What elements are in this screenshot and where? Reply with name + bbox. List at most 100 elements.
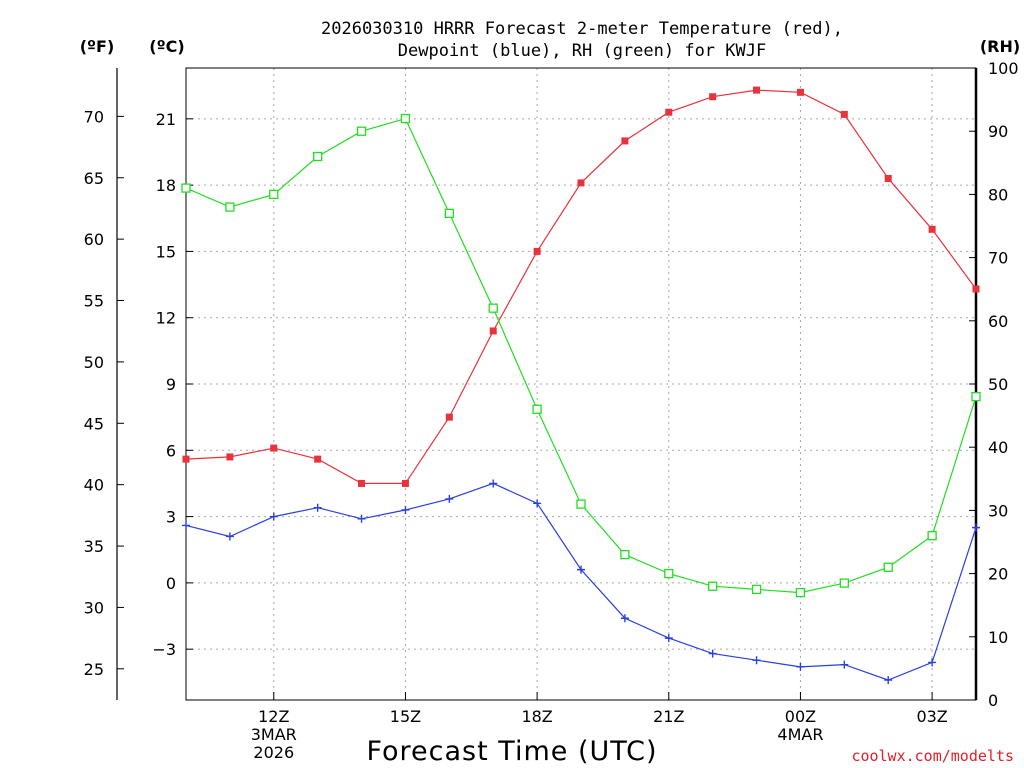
rh-point — [751, 584, 762, 595]
rh-point — [971, 391, 981, 402]
fahrenheit-tick-label: 45 — [84, 414, 104, 433]
celsius-tick-label: 0 — [166, 574, 176, 593]
temperature-point — [796, 88, 804, 96]
rh-tick-label: 100 — [988, 59, 1019, 78]
temperature-point — [489, 327, 497, 335]
x-tick-label: 15Z — [390, 707, 421, 726]
dewpoint-point — [972, 523, 980, 532]
temperature-point — [972, 285, 980, 293]
temperature-point — [840, 110, 848, 118]
x-tick-label: 18Z — [521, 707, 552, 726]
rh-tick-label: 10 — [988, 628, 1008, 647]
temperature-point — [314, 455, 322, 463]
fahrenheit-tick-label: 60 — [84, 230, 104, 249]
rh-point — [444, 208, 454, 219]
credit-label: coolwx.com/modelts — [851, 747, 1014, 765]
rh-point — [269, 189, 279, 200]
temperature-point — [270, 444, 278, 452]
fahrenheit-tick-label: 40 — [84, 476, 104, 495]
fahrenheit-tick-label: 65 — [84, 169, 104, 188]
rh-tick-label: 70 — [988, 249, 1008, 268]
dewpoint-point — [489, 479, 498, 488]
rh-line — [185, 117, 977, 594]
dewpoint-point — [533, 499, 542, 508]
x-tick-label: 03Z — [916, 707, 947, 726]
dewpoint-line — [185, 482, 977, 681]
temperature-point — [928, 225, 936, 233]
temperature-point — [533, 247, 541, 255]
grid-lines — [186, 68, 976, 700]
rh-point — [225, 202, 235, 212]
temperature-point — [753, 86, 761, 94]
celsius-tick-label: 15 — [156, 242, 176, 261]
celsius-tick-label: 12 — [156, 309, 176, 328]
celsius-tick-label: 9 — [166, 375, 176, 394]
rh-point — [927, 531, 937, 541]
x-axis-label: Forecast Time (UTC) — [366, 736, 657, 767]
dewpoint-point — [708, 649, 717, 658]
data-series — [181, 86, 981, 685]
dewpoint-point — [401, 505, 410, 514]
rh-tick-label: 0 — [988, 691, 998, 710]
rh-unit-label: (RH) — [980, 37, 1020, 56]
rh-point — [883, 562, 893, 572]
celsius-tick-label: 3 — [166, 508, 176, 527]
temperature-point — [226, 453, 234, 461]
temperature-line — [185, 89, 977, 484]
x-tick-label: 3MAR — [251, 725, 297, 744]
celsius-tick-label: 21 — [156, 110, 176, 129]
rh-point — [313, 151, 323, 162]
fahrenheit-unit-label: (ºF) — [80, 37, 115, 56]
dewpoint-point — [182, 521, 190, 530]
rh-tick-label: 20 — [988, 565, 1008, 584]
dewpoint-point — [796, 662, 805, 671]
celsius-tick-label: −3 — [152, 640, 176, 659]
celsius-tick-label: 18 — [156, 176, 176, 195]
x-tick-label: 12Z — [258, 707, 289, 726]
fahrenheit-tick-label: 25 — [84, 660, 104, 679]
x-tick-label: 2026 — [253, 743, 294, 762]
temperature-point — [401, 479, 409, 487]
rh-point — [708, 581, 718, 591]
rh-point — [488, 303, 498, 313]
rh-tick-label: 30 — [988, 501, 1008, 520]
fahrenheit-tick-label: 50 — [84, 353, 104, 372]
temperature-point — [182, 455, 190, 463]
fahrenheit-tick-label: 35 — [84, 537, 104, 556]
dewpoint-point — [664, 634, 673, 643]
fahrenheit-tick-label: 70 — [84, 107, 104, 126]
chart-title: 2026030310 HRRR Forecast 2-meter Tempera… — [321, 19, 843, 61]
rh-point — [356, 126, 367, 136]
dewpoint-point — [752, 656, 761, 665]
dewpoint-point — [313, 503, 322, 512]
fahrenheit-tick-label: 55 — [84, 292, 104, 311]
temperature-point — [445, 413, 453, 421]
temperature-point — [665, 108, 673, 116]
dewpoint-point — [577, 565, 585, 574]
temperature-point — [358, 479, 366, 487]
rh-point — [181, 183, 191, 193]
celsius-unit-label: (ºC) — [149, 37, 184, 56]
rh-tick-label: 50 — [988, 375, 1008, 394]
dewpoint-point — [884, 676, 893, 685]
plot-frame — [185, 67, 977, 701]
temperature-point — [884, 174, 892, 182]
rh-point — [839, 578, 849, 588]
rh-tick-label: 40 — [988, 438, 1008, 457]
title-line-2: Dewpoint (blue), RH (green) for KWJF — [398, 41, 766, 61]
rh-tick-label: 80 — [988, 185, 1008, 204]
x-tick-label: 21Z — [653, 707, 684, 726]
dewpoint-point — [928, 658, 937, 667]
dewpoint-point — [840, 660, 849, 669]
rh-point — [532, 404, 542, 414]
rh-point — [620, 549, 630, 560]
rh-point — [400, 113, 411, 124]
title-line-1: 2026030310 HRRR Forecast 2-meter Tempera… — [321, 19, 843, 39]
celsius-tick-label: 6 — [166, 441, 176, 460]
rh-tick-label: 90 — [988, 122, 1008, 141]
temperature-point — [577, 179, 585, 187]
rh-point — [576, 499, 586, 509]
rh-point — [664, 568, 674, 579]
x-tick-label: 4MAR — [777, 725, 823, 744]
